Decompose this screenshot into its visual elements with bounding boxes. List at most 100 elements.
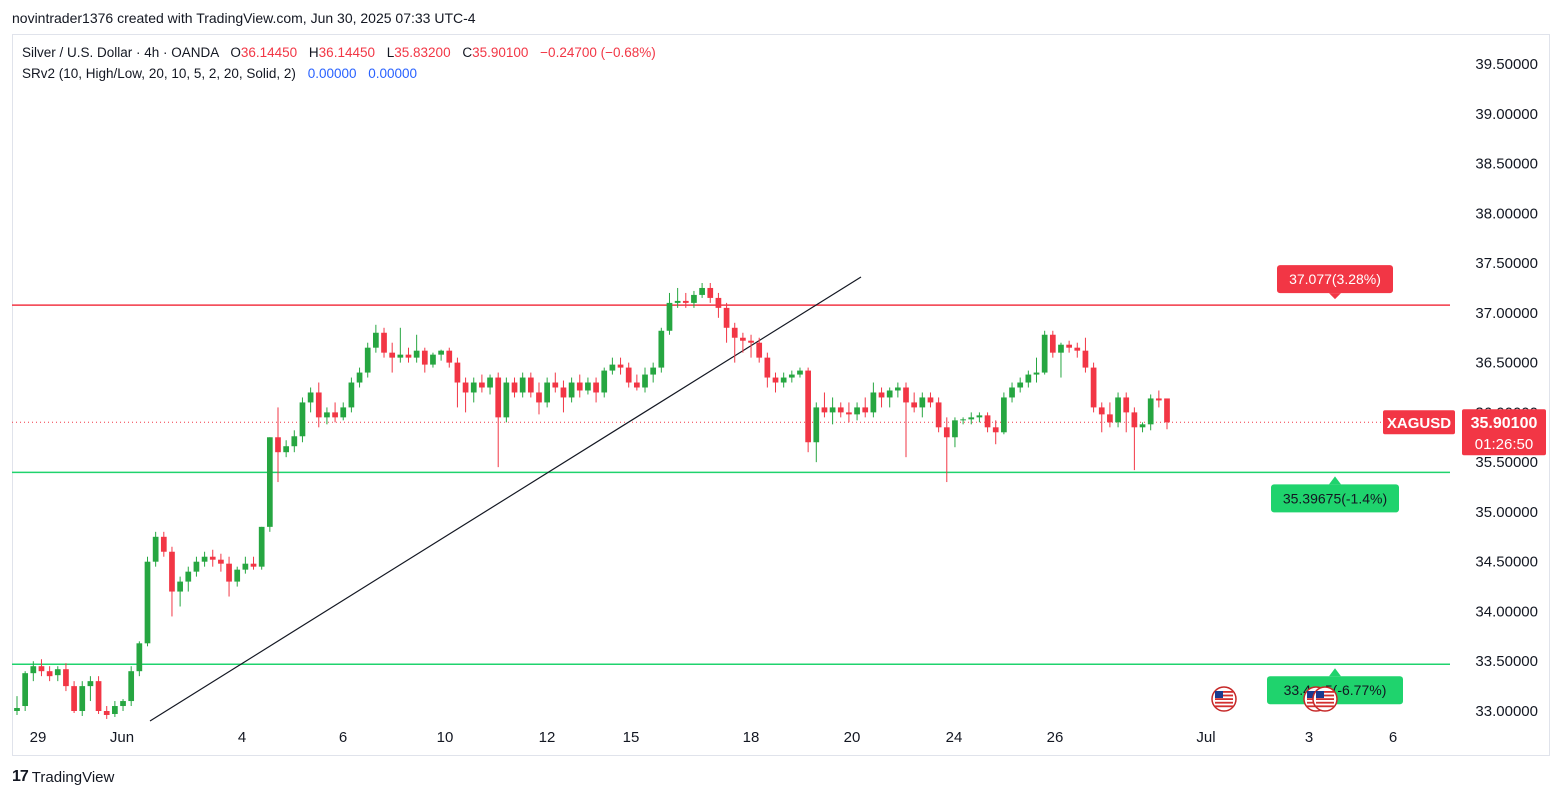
candle-body: [275, 437, 281, 453]
time-axis: 29 Jun 4 6 10 12 15 18 20 24 26 Jul 3 6: [30, 729, 1398, 746]
candle: [829, 397, 836, 425]
candle-body: [691, 294, 697, 303]
candle-body: [242, 563, 249, 570]
high-label: H: [308, 45, 319, 60]
candle: [136, 641, 143, 677]
candle: [544, 377, 550, 408]
candle: [756, 337, 763, 363]
chart-frame[interactable]: [12, 34, 1550, 756]
candle-body: [511, 382, 518, 393]
candle-body: [854, 407, 860, 415]
flag-stripe: [1215, 701, 1233, 704]
candle-body: [479, 382, 485, 388]
candle-body: [1107, 414, 1113, 423]
candle: [1139, 422, 1146, 433]
candle-body: [536, 392, 542, 403]
candle-body: [209, 556, 216, 560]
candle-body: [960, 419, 966, 421]
change-value: −0.24700 (−0.68%): [540, 45, 656, 60]
candle-body: [943, 427, 950, 438]
label-pointer: [1329, 293, 1341, 300]
candle-body: [642, 374, 648, 388]
time-tick-label: 12: [539, 729, 556, 746]
candle: [748, 334, 754, 358]
price-tick-label: 38.00000: [1475, 205, 1538, 222]
candle-body: [348, 382, 355, 408]
candle-body: [1049, 334, 1056, 353]
indicator-name[interactable]: SRv2 (10, High/Low, 20, 10, 5, 2, 20, So…: [22, 66, 296, 81]
candle-body: [495, 377, 502, 418]
candle: [878, 387, 885, 408]
candle: [487, 374, 493, 395]
candle-body: [283, 446, 290, 453]
flag-stripe: [1316, 694, 1334, 697]
candle-body: [364, 347, 371, 373]
time-tick-label: 10: [437, 729, 454, 746]
candle: [421, 347, 428, 373]
candle-body: [136, 643, 143, 672]
time-tick-label: 29: [30, 729, 47, 746]
candle-body: [886, 390, 893, 398]
candle-body: [699, 287, 705, 295]
tradingview-logo[interactable]: 17 TradingView: [12, 768, 114, 786]
symbol-name[interactable]: Silver / U.S. Dollar · 4h · OANDA: [22, 45, 219, 60]
candle-body: [22, 673, 29, 707]
low-value: 35.83200: [394, 45, 451, 60]
candle: [266, 437, 273, 532]
candle: [87, 676, 94, 702]
candle-body: [169, 551, 175, 592]
price-tick-label: 39.00000: [1475, 106, 1538, 123]
candle-body: [903, 387, 909, 403]
time-tick-label: 6: [339, 729, 347, 746]
candle-body: [315, 392, 322, 418]
candle-body: [250, 563, 257, 567]
symbol-legend: Silver / U.S. Dollar · 4h · OANDA O36.14…: [22, 45, 656, 60]
candle: [919, 392, 926, 418]
candle: [340, 402, 347, 421]
time-tick-label: Jul: [1196, 729, 1215, 746]
candle: [764, 352, 771, 388]
indicator-value-2: 0.00000: [368, 66, 418, 81]
candle: [324, 407, 330, 425]
candle-body: [266, 437, 273, 527]
candle-body: [430, 354, 436, 365]
price-tick-label: 34.50000: [1475, 554, 1538, 571]
candle-body: [617, 364, 624, 368]
candle: [405, 347, 412, 363]
candle-body: [519, 377, 526, 393]
time-tick-label: 6: [1389, 729, 1397, 746]
price-tick-label: 35.50000: [1475, 454, 1538, 471]
time-tick-label: 15: [623, 729, 640, 746]
candle-body: [919, 397, 926, 408]
price-tick-label: 35.00000: [1475, 504, 1538, 521]
time-tick-label: 18: [743, 729, 760, 746]
candle: [576, 374, 583, 398]
candle-body: [332, 412, 338, 418]
candle: [1098, 402, 1105, 433]
candle-body: [120, 701, 126, 707]
flag-stripe: [1316, 698, 1334, 700]
candle: [1066, 340, 1072, 353]
candle: [209, 549, 216, 567]
candle: [666, 292, 673, 335]
candle-body: [731, 327, 738, 338]
candle: [984, 412, 991, 433]
flag-stripe: [1215, 691, 1233, 693]
candle: [960, 417, 966, 425]
candle-body: [1139, 424, 1146, 428]
candle: [650, 362, 657, 383]
candle-body: [585, 382, 591, 391]
candle-body: [373, 332, 379, 348]
candle: [299, 397, 306, 443]
candle: [780, 372, 787, 388]
candle: [79, 681, 86, 716]
candle: [54, 666, 61, 682]
candle: [22, 671, 29, 711]
time-tick-label: 26: [1047, 729, 1064, 746]
candle: [568, 377, 575, 403]
candle: [1049, 330, 1056, 358]
candle-body: [462, 382, 469, 393]
candle-body: [307, 392, 314, 403]
time-tick-label: 20: [844, 729, 861, 746]
